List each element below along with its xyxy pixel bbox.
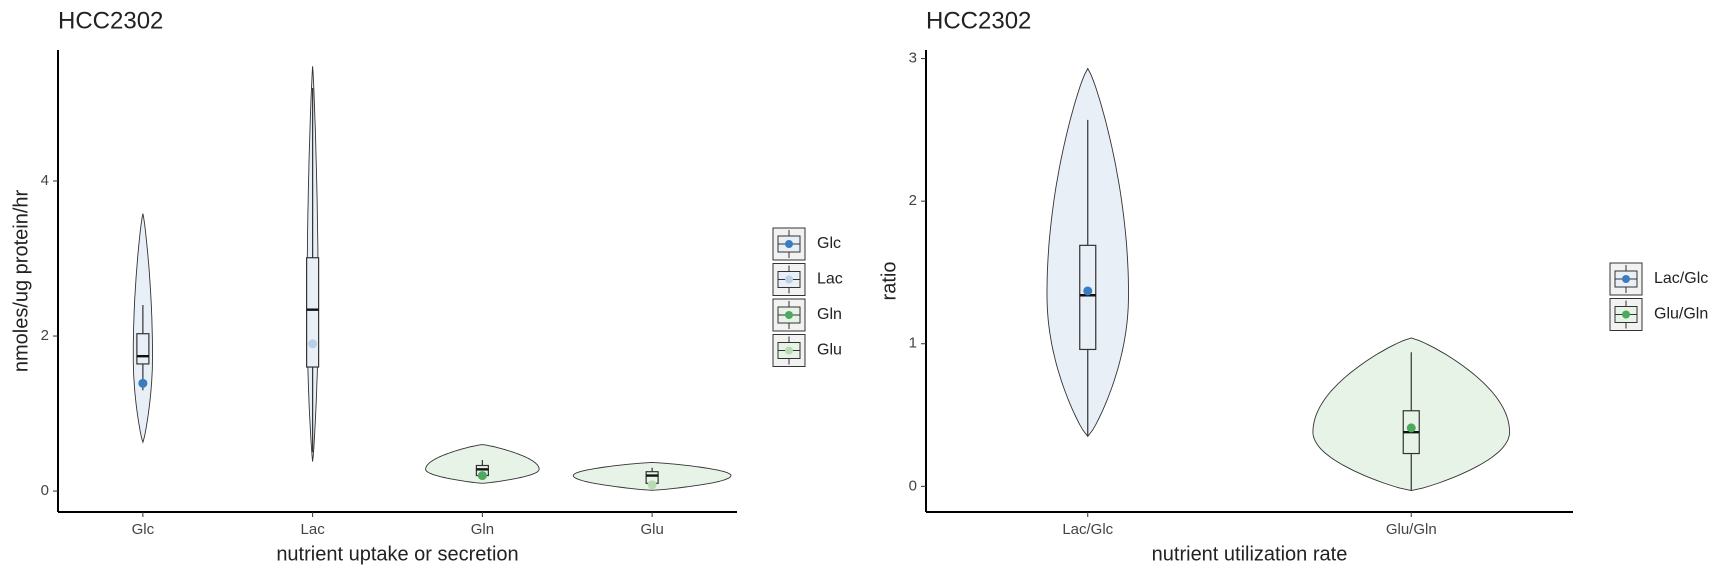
y-tick-label: 0 [41, 482, 49, 499]
y-tick-label: 2 [41, 327, 49, 344]
chart-title: HCC2302 [926, 7, 1031, 34]
legend-point [785, 240, 793, 248]
x-tick-label: Gln [471, 521, 494, 538]
legend-label: Lac [817, 271, 843, 288]
legend-point [1622, 275, 1630, 283]
legend-point [785, 346, 793, 355]
x-tick-label: Glc [132, 521, 155, 538]
legend-label: Glc [817, 235, 841, 252]
legend-label: Glu/Gln [1654, 306, 1708, 323]
legend-label: Lac/Glc [1654, 270, 1708, 287]
x-tick-label: Glu/Gln [1386, 521, 1437, 538]
mean-point [647, 480, 657, 490]
y-tick-label: 1 [909, 335, 917, 352]
box [306, 257, 320, 368]
legend-point [785, 311, 793, 319]
legend-point [1622, 310, 1630, 319]
mean-point [1083, 286, 1093, 296]
legend-point [785, 275, 793, 284]
mean-point [138, 378, 148, 388]
y-tick-label: 3 [909, 50, 917, 67]
legend-label: Glu [817, 342, 842, 359]
legend-label: Gln [817, 306, 842, 323]
mean-point [1406, 423, 1416, 433]
mean-point [308, 339, 318, 349]
box [136, 333, 150, 365]
x-axis-label: nutrient utilization rate [1152, 543, 1348, 565]
y-tick-label: 2 [909, 192, 917, 209]
x-tick-label: Lac/Glc [1062, 521, 1113, 538]
y-axis-label: nmoles/ug protein/hr [10, 190, 32, 373]
x-tick-label: Glu [640, 521, 663, 538]
x-tick-label: Lac [301, 521, 326, 538]
chart-title: HCC2302 [58, 7, 163, 34]
x-axis-label: nutrient uptake or secretion [276, 543, 518, 565]
y-axis-label: ratio [878, 262, 900, 301]
box [1079, 244, 1097, 351]
mean-point [477, 471, 487, 481]
y-tick-label: 4 [41, 172, 49, 189]
y-tick-label: 0 [909, 477, 917, 494]
